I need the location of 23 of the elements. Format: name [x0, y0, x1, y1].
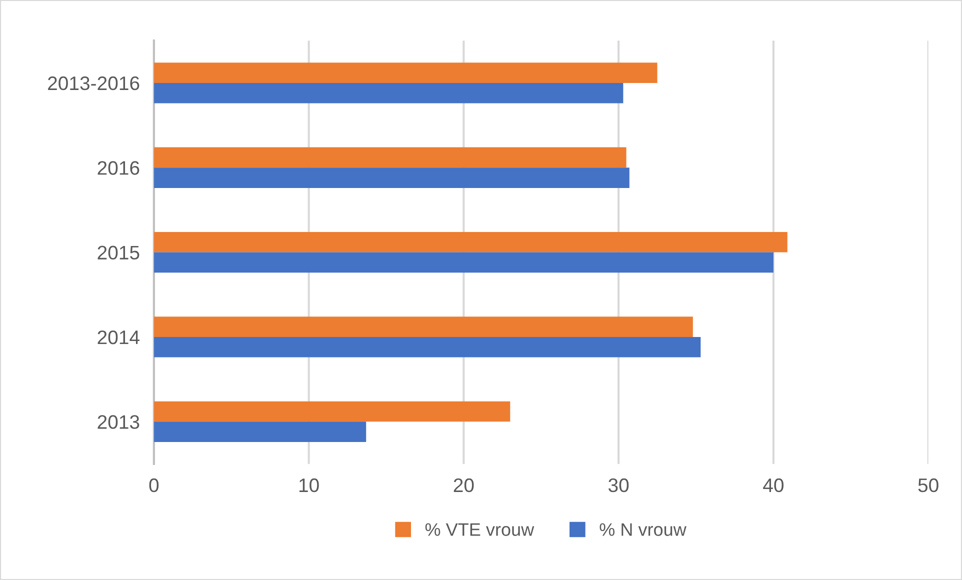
x-tick-label: 40 [763, 478, 784, 492]
bar [154, 401, 510, 422]
bar [154, 147, 626, 168]
y-tick-label: 2016 [98, 161, 140, 175]
bar [154, 82, 624, 104]
y-tick-label: 2013-2016 [48, 76, 140, 90]
bar [154, 252, 774, 273]
bar [154, 316, 693, 337]
x-tick-label: 0 [149, 478, 159, 492]
y-tick-label: 2014 [98, 330, 140, 344]
bar [154, 232, 788, 252]
y-tick-label: 2013 [98, 415, 140, 429]
y-tick-label: 2015 [98, 246, 140, 260]
bar [154, 168, 630, 188]
bar [154, 62, 658, 83]
x-tick-label: 10 [299, 478, 319, 492]
x-tick-label: 50 [918, 478, 938, 492]
x-tick-label: 20 [454, 478, 474, 492]
bar [154, 336, 701, 358]
bar [154, 422, 366, 442]
x-tick-label: 30 [608, 478, 629, 492]
legend-label: % VTE vrouw [425, 523, 534, 536]
legend-label: % N vrouw [600, 523, 686, 536]
